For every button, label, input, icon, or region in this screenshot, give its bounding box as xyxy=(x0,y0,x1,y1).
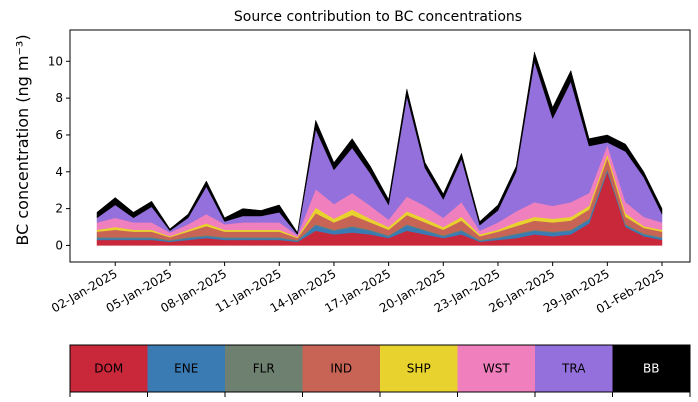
legend-swatch xyxy=(225,345,303,392)
y-tick-label: 4 xyxy=(55,165,63,179)
legend-label: FLR xyxy=(253,362,275,376)
legend-label: SHP xyxy=(407,362,431,376)
y-tick-label: 10 xyxy=(48,54,63,68)
legend-swatch xyxy=(302,345,380,392)
legend-swatch xyxy=(70,345,148,392)
legend-label: DOM xyxy=(94,362,123,376)
legend-swatch xyxy=(457,345,535,392)
legend-label: IND xyxy=(330,362,352,376)
y-tick-label: 0 xyxy=(55,238,63,252)
legend-label: ENE xyxy=(174,362,198,376)
chart-title: Source contribution to BC concentrations xyxy=(234,9,522,25)
legend-frame xyxy=(69,344,691,393)
legend-label: WST xyxy=(483,362,510,376)
legend-swatch xyxy=(380,345,458,392)
area xyxy=(96,52,663,235)
y-tick-label: 8 xyxy=(55,91,63,105)
plot-frame xyxy=(69,29,691,263)
legend-swatch xyxy=(535,345,613,392)
y-tick-label: 2 xyxy=(55,202,63,216)
legend-swatch xyxy=(147,345,225,392)
y-axis-label: BC concentration (ng m⁻³) xyxy=(13,34,32,245)
legend-swatch xyxy=(612,345,690,392)
y-tick-label: 6 xyxy=(55,128,63,142)
legend-label: TRA xyxy=(561,362,586,376)
legend-label: BB xyxy=(643,362,659,376)
